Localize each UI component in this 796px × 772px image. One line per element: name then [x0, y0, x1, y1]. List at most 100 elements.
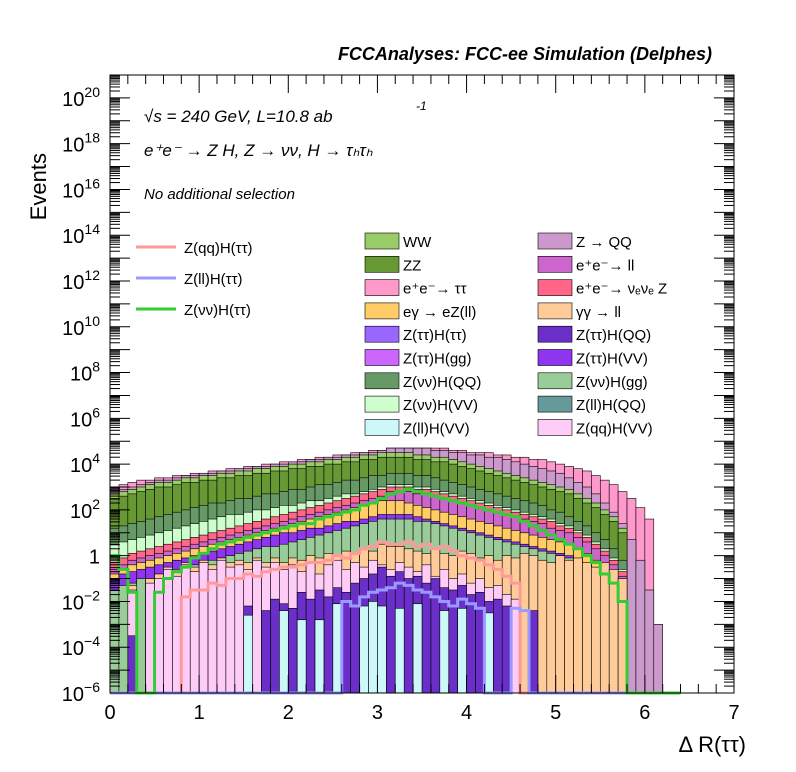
- y-axis-label: Events: [26, 153, 51, 220]
- y-tick-label: 104: [70, 450, 100, 477]
- bar: [546, 562, 557, 694]
- bar: [537, 559, 548, 694]
- bar: [296, 619, 307, 694]
- bar: [261, 610, 271, 694]
- legend-label: Z(νν)H(QQ): [403, 374, 481, 391]
- plot-frame: [109, 74, 735, 694]
- y-tick-label: 1: [89, 547, 100, 569]
- legend-line-label: Z(qq)H(ττ): [184, 240, 253, 257]
- bar: [377, 605, 387, 694]
- bar: [386, 575, 396, 694]
- series-z-ll-h-vv: [243, 601, 494, 694]
- legend-swatch: [537, 372, 573, 390]
- y-tick-label: 10−4: [62, 633, 100, 660]
- y-tick-label: 106: [70, 404, 100, 431]
- legend-label: Z(ττ)H(ττ): [403, 327, 467, 344]
- x-tick-label: 5: [550, 702, 561, 724]
- legend-swatch: [364, 372, 400, 390]
- bar: [644, 589, 655, 694]
- y-tick-label: 10−6: [62, 679, 100, 706]
- y-tick-label: 1016: [62, 175, 100, 202]
- legend-label: Z(νν)H(VV): [403, 397, 478, 414]
- legend-swatch: [364, 395, 400, 413]
- annotation-selection: No additional selection: [144, 186, 295, 203]
- bar: [573, 557, 583, 694]
- bar: [323, 596, 334, 694]
- legend-swatch: [537, 349, 573, 366]
- bar: [252, 559, 262, 694]
- bar: [359, 605, 369, 694]
- legend-swatch: [364, 279, 400, 296]
- bar: [243, 614, 253, 694]
- bar: [653, 624, 663, 694]
- y-tick-label: 1010: [62, 313, 100, 340]
- bar: [270, 598, 280, 694]
- bar: [279, 610, 289, 694]
- chart-title: FCCAnalyses: FCC-ee Simulation (Delphes): [338, 44, 712, 64]
- bar: [314, 619, 325, 694]
- legend-swatch: [537, 325, 573, 343]
- legend-swatch: [537, 232, 573, 250]
- x-axis-label: Δ R(ττ): [678, 732, 746, 757]
- annotation-energy-lumi: √s = 240 GeV, L=10.8 ab: [144, 107, 333, 126]
- annotations: √s = 240 GeV, L=10.8 ab -1 e⁺e⁻ → Z H, Z…: [144, 99, 427, 203]
- bar: [635, 559, 646, 694]
- legend-label: Z(ττ)H(QQ): [576, 327, 651, 344]
- legend-swatch: [364, 232, 400, 250]
- bar: [421, 582, 432, 694]
- legend-label: eγ → eZ(ll): [403, 304, 476, 321]
- legend-line-label: Z(νν)H(ττ): [184, 302, 251, 319]
- legend-label: WW: [403, 234, 432, 251]
- legend: Z(qq)H(ττ) Z(ll)H(ττ) Z(νν)H(ττ) WW ZZ e⁺e⁻→ …: [136, 232, 667, 437]
- x-axis: 0 1 2 3 4 5 6 7: [104, 75, 740, 724]
- legend-swatch: [537, 279, 573, 296]
- legend-label: Z(ττ)H(VV): [576, 351, 648, 368]
- stacked-histograms: [109, 447, 663, 694]
- bar: [457, 608, 467, 694]
- bar: [564, 559, 574, 694]
- legend-swatch: [364, 325, 400, 343]
- bar: [368, 601, 378, 694]
- x-tick-label: 0: [104, 702, 115, 724]
- legend-label: ZZ: [403, 257, 421, 274]
- bar: [403, 578, 414, 694]
- y-tick-label: 1014: [62, 221, 100, 248]
- y-tick-label: 102: [70, 496, 100, 523]
- bar: [591, 566, 601, 694]
- legend-swatch: [364, 255, 400, 273]
- y-tick-label: 108: [70, 359, 100, 386]
- x-tick-label: 3: [372, 702, 383, 724]
- legend-label: Z(ll)H(QQ): [576, 397, 646, 414]
- y-axis: 10−6 10−4 10−2 1 102 104 106 108 1010 1012 1014 101…: [62, 74, 734, 706]
- legend-label: e⁺e⁻→ νₑνₑ Z: [576, 281, 667, 298]
- line-z-h: [110, 487, 681, 695]
- bar: [439, 610, 450, 694]
- legend-line-label: Z(ll)H(ττ): [184, 271, 243, 288]
- y-tick-label: 10−2: [62, 587, 100, 614]
- x-tick-label: 2: [283, 702, 294, 724]
- legend-label: Z(ττ)H(gg): [403, 351, 472, 368]
- legend-swatch: [364, 419, 400, 436]
- bar: [555, 555, 565, 694]
- annotation-process: e⁺e⁻ → Z H, Z → νν, H → τₕτₕ: [144, 141, 373, 160]
- legend-swatch: [537, 302, 573, 320]
- annotation-lumi-exponent: -1: [416, 99, 427, 113]
- y-tick-label: 1012: [62, 267, 100, 294]
- legend-label: e⁺e⁻→ ττ: [403, 281, 467, 298]
- legend-label: Z → QQ: [576, 234, 632, 251]
- bar: [305, 598, 316, 694]
- legend-label: Z(qq)H(VV): [576, 420, 653, 437]
- legend-label: γγ → ll: [576, 304, 621, 321]
- bar: [287, 608, 298, 694]
- bar: [582, 562, 592, 694]
- legend-label: Z(νν)H(gg): [576, 374, 648, 391]
- legend-swatch: [364, 349, 400, 366]
- bar: [234, 564, 245, 694]
- legend-swatch: [537, 255, 573, 273]
- bar: [412, 603, 423, 694]
- legend-label: e⁺e⁻→ ll: [576, 257, 634, 274]
- bar: [394, 608, 405, 694]
- legend-label: Z(ll)H(VV): [403, 420, 470, 437]
- legend-swatch: [537, 395, 573, 413]
